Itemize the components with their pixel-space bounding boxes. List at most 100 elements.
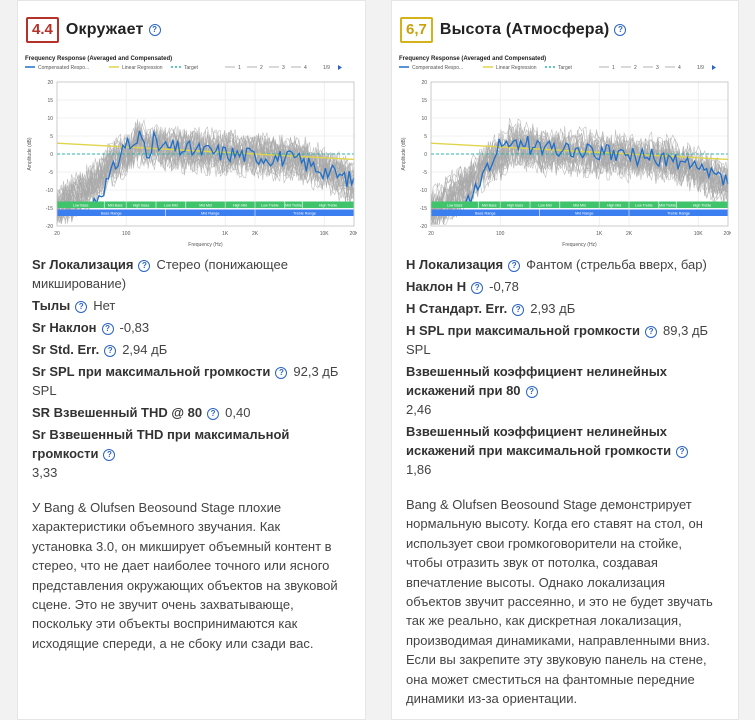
band-bar — [599, 201, 629, 208]
range-label: Bass Range — [101, 211, 122, 215]
spec-max-spl: Sr SPL при максимальной громкости? 92,3 д… — [32, 364, 339, 398]
card-header: 6,7 Высота (Атмосфера) ? — [400, 17, 627, 43]
band-label: Low Treble — [261, 203, 279, 207]
frequency-response-chart: Frequency Response (Averaged and Compens… — [21, 52, 359, 249]
y-tick-label: -5 — [49, 170, 54, 176]
band-label: High Treble — [693, 203, 711, 207]
range-bar — [165, 209, 255, 216]
y-tick-label: 5 — [424, 134, 427, 140]
x-axis-label: Frequency (Hz) — [188, 242, 223, 248]
help-icon[interactable]: ? — [471, 282, 484, 294]
band-bar — [676, 201, 728, 208]
band-label: Low Bass — [73, 203, 89, 207]
band-label: Low Mid — [538, 203, 551, 207]
help-icon[interactable]: ? — [138, 260, 151, 272]
regression-line — [56, 142, 355, 161]
band-label: Low Treble — [635, 203, 653, 207]
description: Bang & Olufsen Beosound Stage демонстрир… — [406, 497, 713, 707]
help-icon[interactable]: ? — [75, 301, 88, 313]
x-tick-label: 100 — [496, 231, 505, 237]
band-bar — [225, 201, 255, 208]
spec-rears: Тылы? Нет — [32, 298, 116, 313]
band-label: Mid Bass — [482, 203, 497, 207]
band-label: Mid Treble — [285, 203, 302, 207]
y-tick-label: 0 — [50, 152, 53, 158]
band-bar — [560, 201, 599, 208]
legend-label: Compensated Respo... — [38, 65, 89, 71]
range-bar — [539, 209, 629, 216]
y-tick-label: 20 — [421, 80, 427, 86]
legend-label: Compensated Respo... — [412, 65, 463, 71]
legend-page: 1/9 — [697, 65, 704, 71]
help-icon[interactable]: ? — [614, 24, 627, 36]
help-icon[interactable]: ? — [645, 326, 658, 338]
y-tick-label: -15 — [46, 206, 53, 212]
help-icon[interactable]: ? — [525, 386, 538, 398]
legend-label: 3 — [656, 65, 659, 71]
y-axis-label: Amplitude (dB) — [27, 137, 33, 170]
band-label: Low Mid — [164, 203, 177, 207]
x-tick-label: 20K — [724, 231, 731, 237]
band-bar — [285, 201, 302, 208]
band-bar — [500, 201, 530, 208]
band-bar — [126, 201, 156, 208]
frequency-response-chart: Frequency Response (Averaged and Compens… — [395, 52, 733, 249]
x-tick-label: 2K — [626, 231, 633, 237]
spec-std-err: H Стандарт. Err.? 2,93 дБ — [406, 301, 576, 316]
y-tick-label: 20 — [47, 80, 53, 86]
y-tick-label: -15 — [420, 206, 427, 212]
band-bar — [478, 201, 500, 208]
range-label: Treble Range — [293, 211, 316, 215]
band-label: High Treble — [319, 203, 337, 207]
y-axis-label: Amplitude (dB) — [401, 137, 407, 170]
measurement-curve — [430, 136, 729, 225]
y-tick-label: 10 — [421, 116, 427, 122]
spec-thd-max: Sr Взвешенный THD при максимальной громк… — [32, 427, 290, 480]
band-label: High Mid — [607, 203, 621, 207]
x-tick-label: 100 — [122, 231, 131, 237]
band-label: High Mid — [233, 203, 247, 207]
help-icon[interactable]: ? — [103, 449, 116, 461]
chart-title: Frequency Response (Averaged and Compens… — [399, 56, 546, 62]
help-icon[interactable]: ? — [207, 408, 220, 420]
y-tick-label: -20 — [46, 224, 53, 230]
height-atmos-card: 6,7 Высота (Атмосфера) ? Frequency Respo… — [391, 0, 739, 720]
y-tick-label: -10 — [420, 188, 427, 194]
help-icon[interactable]: ? — [101, 323, 114, 335]
plot-border — [56, 81, 355, 227]
range-label: Bass Range — [475, 211, 496, 215]
score-badge: 6,7 — [400, 17, 433, 43]
legend-label: 2 — [260, 65, 263, 71]
help-icon[interactable]: ? — [508, 260, 521, 272]
band-bar — [186, 201, 225, 208]
score-badge: 4.4 — [26, 17, 59, 43]
help-icon[interactable]: ? — [275, 367, 288, 379]
help-icon[interactable]: ? — [104, 345, 117, 357]
legend-label: 4 — [678, 65, 681, 71]
range-bar — [255, 209, 354, 216]
band-bar — [659, 201, 676, 208]
y-tick-label: -5 — [423, 170, 428, 176]
band-label: High Bass — [133, 203, 150, 207]
x-tick-label: 20K — [350, 231, 357, 237]
spec-thd-max: Взвешенный коэффициент нелинейных искаже… — [406, 422, 731, 479]
range-bar — [57, 209, 166, 216]
card-title: Окружает — [65, 21, 144, 38]
help-icon[interactable]: ? — [512, 304, 525, 316]
x-tick-label: 1K — [596, 231, 603, 237]
x-tick-label: 10K — [694, 231, 704, 237]
spec-localization: Sr Локализация? Стерео (понижающее микшир… — [32, 257, 288, 291]
specs-list: Sr Локализация? Стерео (понижающее микшир… — [32, 255, 357, 485]
measurement-curve — [56, 128, 355, 210]
legend-label: 1 — [238, 65, 241, 71]
help-icon[interactable]: ? — [148, 24, 161, 36]
band-bar — [431, 201, 478, 208]
band-label: High Bass — [507, 203, 524, 207]
help-icon[interactable]: ? — [676, 446, 689, 458]
x-tick-label: 10K — [320, 231, 330, 237]
spec-localization: H Локализация? Фантом (стрельба вверх, ба… — [406, 257, 707, 272]
legend-label: Target — [184, 65, 199, 71]
band-bar — [530, 201, 560, 208]
legend-label: Target — [558, 65, 573, 71]
band-bar — [156, 201, 186, 208]
